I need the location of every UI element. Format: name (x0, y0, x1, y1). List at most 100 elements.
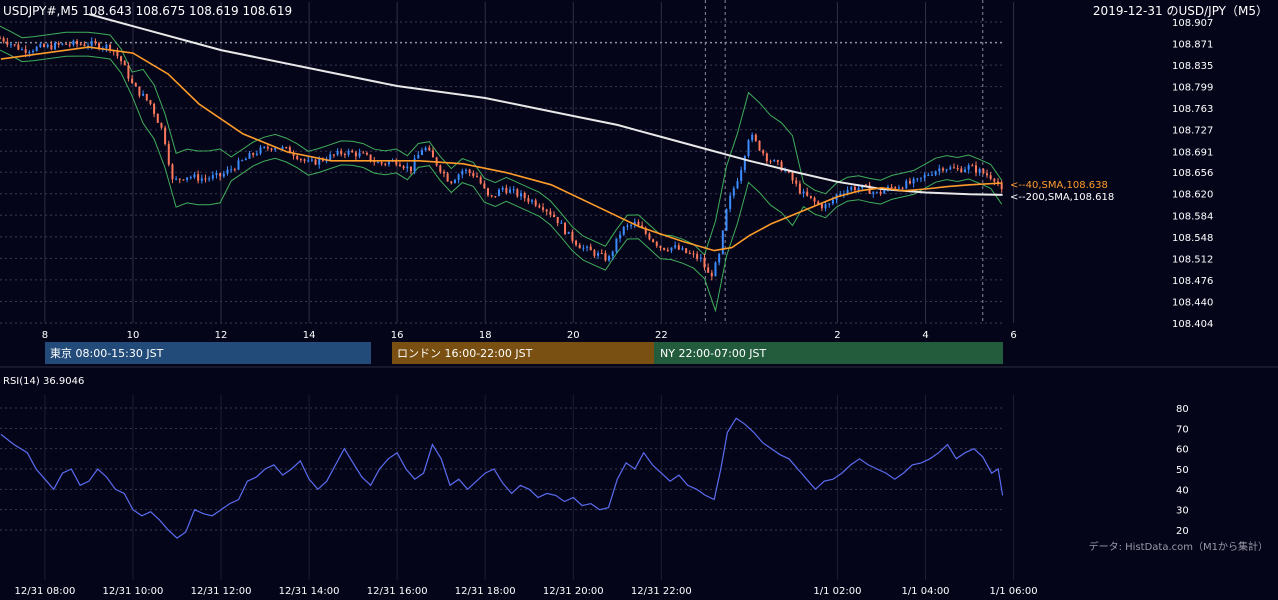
candle-body (509, 189, 512, 193)
candle-body (402, 166, 405, 169)
candle-body (498, 189, 501, 197)
candle-body (450, 181, 453, 184)
rsi-line (0, 417, 1004, 539)
candle-body (17, 44, 20, 50)
candle-body (244, 158, 247, 161)
candle-body (138, 86, 141, 96)
candle-body (376, 162, 379, 164)
candle-body (76, 40, 79, 45)
candle-body (90, 41, 93, 46)
price-tick-label: 108.799 (1172, 83, 1213, 94)
sma200-label: <--200,SMA,108.618 (1010, 192, 1114, 203)
time-tick-label: 12/31 22:00 (631, 586, 692, 597)
candle-body (875, 191, 878, 193)
candle-body (87, 45, 90, 47)
candle-body (912, 178, 915, 184)
candle-body (945, 169, 948, 171)
candle-body (762, 150, 765, 154)
candle-body (963, 169, 966, 173)
candle-body (670, 247, 673, 251)
candle-body (710, 272, 713, 277)
rsi-tick-label: 80 (1176, 404, 1189, 415)
candle-body (729, 195, 732, 209)
candle-body (160, 122, 163, 128)
rsi-tick-label: 30 (1176, 506, 1189, 517)
candle-body (567, 231, 570, 234)
candle-body (252, 153, 255, 155)
candle-body (241, 160, 244, 162)
candle-body (145, 93, 148, 101)
candle-body (560, 222, 563, 224)
candle-body (919, 177, 922, 179)
candle-body (318, 158, 321, 165)
candle-body (142, 93, 145, 96)
candle-body (754, 134, 757, 141)
candle-body (486, 188, 489, 196)
candle-body (839, 193, 842, 195)
candle-body (263, 146, 266, 148)
candle-body (94, 41, 97, 44)
candle-body (534, 200, 537, 206)
session-label-tokyo: 東京 08:00-15:30 JST (50, 346, 164, 360)
candle-body (442, 171, 445, 174)
candle-body (479, 177, 482, 184)
candle-body (439, 165, 442, 172)
candle-body (494, 196, 497, 198)
candle-body (725, 208, 728, 231)
candle-body (597, 252, 600, 256)
price-tick-label: 108.763 (1172, 104, 1213, 115)
candle-body (883, 190, 886, 194)
candle-body (685, 248, 688, 253)
hour-tick-label: 20 (567, 330, 580, 341)
bollinger-bands (0, 25, 1003, 313)
candle-body (127, 65, 130, 79)
candle-body (897, 187, 900, 189)
candle-body (520, 193, 523, 197)
candle-body (50, 44, 53, 50)
candle-body (285, 147, 288, 149)
candle-body (553, 214, 556, 217)
candle-body (780, 161, 783, 171)
time-tick-label: 12/31 20:00 (543, 586, 604, 597)
time-tick-label: 12/31 12:00 (191, 586, 252, 597)
sma200-line (88, 13, 1003, 196)
rsi-tick-label: 40 (1176, 485, 1189, 496)
rsi-grid (0, 395, 1015, 580)
candle-body (46, 44, 49, 47)
candle-body (281, 147, 284, 149)
candle-body (123, 61, 126, 66)
candle-body (989, 175, 992, 179)
price-tick-label: 108.691 (1172, 147, 1213, 158)
candle-body (384, 163, 387, 165)
candle-body (615, 238, 618, 252)
candle-body (215, 173, 218, 176)
candle-body (930, 174, 933, 176)
candle-body (219, 173, 222, 177)
candle-body (32, 50, 35, 52)
candle-body (453, 180, 456, 184)
candlesticks (0, 35, 1003, 281)
price-axis: 108.907 108.871 108.835 108.799 108.763 108.7… (1172, 18, 1213, 330)
candle-body (542, 207, 545, 210)
candle-body (266, 146, 269, 149)
candle-body (824, 204, 827, 209)
candle-body (362, 152, 365, 154)
candle-body (369, 154, 372, 162)
candle-body (659, 245, 662, 248)
price-tick-label: 108.656 (1172, 168, 1213, 179)
candle-body (879, 191, 882, 194)
candle-body (864, 184, 867, 186)
rsi-tick-label: 50 (1176, 465, 1189, 476)
candle-body (0, 38, 1, 40)
candle-body (960, 168, 963, 173)
candle-body (890, 186, 893, 188)
candle-body (549, 211, 552, 215)
candle-body (626, 225, 629, 227)
time-tick-label: 1/1 04:00 (901, 586, 949, 597)
hour-tick-label: 14 (303, 330, 316, 341)
rsi-tick-label: 70 (1176, 424, 1189, 435)
price-tick-label: 108.548 (1172, 233, 1213, 244)
hour-tick-label: 2 (834, 330, 840, 341)
candle-body (974, 165, 977, 173)
candle-body (332, 154, 335, 156)
